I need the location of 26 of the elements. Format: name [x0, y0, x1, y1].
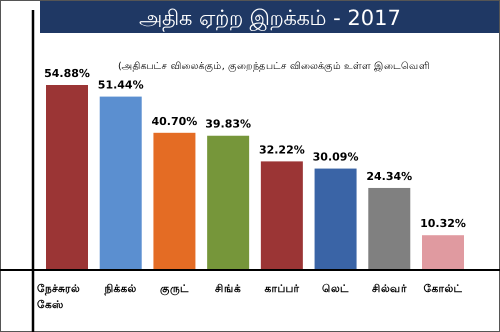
chart-subtitle: (அதிகபட்ச விலைக்கும், குறைந்தபட்ச விலைக்கும் உள்ள இடைவெளி — [118, 61, 430, 73]
chart-title: அதிக ஏற்ற இறக்கம் - 2017 — [139, 6, 401, 32]
x-tick-label: குருட் — [160, 283, 189, 297]
data-label: 40.70% — [152, 114, 198, 128]
bar — [46, 85, 88, 270]
bar — [100, 96, 142, 270]
x-tick-label: சில்வர் — [372, 283, 407, 295]
bar — [368, 188, 410, 270]
bar — [260, 161, 303, 270]
data-label: 10.32% — [420, 217, 466, 230]
x-tick-label: நிக்கல் — [104, 283, 137, 296]
bar — [207, 136, 250, 270]
x-tick-label: நேச்சுரல் கேஸ் — [37, 283, 80, 311]
x-tick-label: காப்பர் — [264, 283, 300, 295]
x-tick-label: லெட் — [322, 283, 350, 295]
data-label: 30.09% — [312, 150, 358, 164]
x-tick-label: சிங்க் — [215, 283, 242, 295]
data-label: 39.83% — [205, 118, 252, 131]
x-tick-label: கோல்ட் — [424, 283, 462, 295]
data-label: 51.44% — [98, 78, 144, 92]
bar — [153, 132, 196, 270]
data-label: 24.34% — [366, 170, 412, 183]
data-label: 32.22% — [258, 143, 305, 156]
bar — [314, 168, 357, 270]
bar — [422, 235, 464, 270]
data-label: 54.88% — [44, 67, 90, 80]
